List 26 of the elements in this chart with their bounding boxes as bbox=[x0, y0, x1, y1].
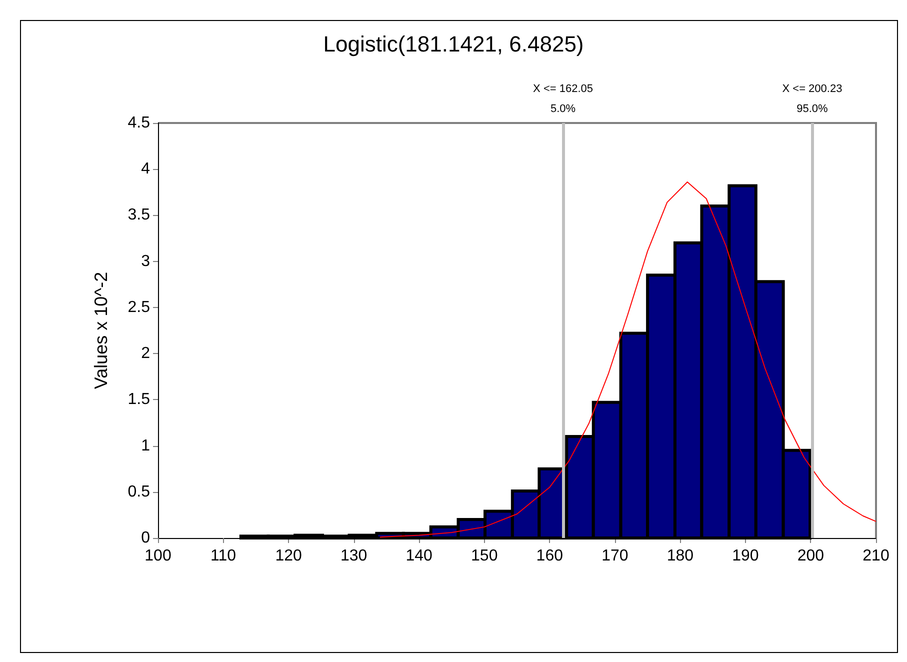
y-axis-title: Values x 10^-2 bbox=[91, 272, 111, 390]
x-tick-label: 210 bbox=[862, 548, 890, 564]
x-tick-label: 190 bbox=[732, 548, 759, 564]
y-tick-label: 1 bbox=[141, 437, 150, 454]
x-tick-label: 100 bbox=[144, 548, 172, 564]
x-tick-label: 180 bbox=[666, 548, 694, 564]
x-tick-label: 160 bbox=[536, 548, 564, 564]
x-tick-label: 120 bbox=[275, 548, 302, 564]
y-tick-label: 2 bbox=[141, 345, 150, 362]
y-tick-label: 1.5 bbox=[128, 391, 150, 408]
x-tick-label: 150 bbox=[471, 548, 498, 564]
y-tick-label: 0 bbox=[141, 530, 150, 546]
y-tick-label: 2.5 bbox=[128, 298, 150, 316]
chart-title: Logistic(181.1421, 6.4825) bbox=[323, 32, 584, 56]
x-tick-label: 130 bbox=[340, 548, 368, 564]
x-tick-label: 200 bbox=[797, 548, 824, 564]
ref-line-label: X <= 200.23 95.0% bbox=[782, 83, 842, 115]
x-tick-label: 170 bbox=[602, 548, 628, 564]
x-tick-label: 110 bbox=[210, 548, 236, 564]
y-tick-label: 4.5 bbox=[128, 114, 150, 132]
y-tick-label: 3.5 bbox=[128, 206, 150, 224]
y-tick-label: 0.5 bbox=[128, 483, 150, 500]
y-tick-label: 3 bbox=[141, 252, 150, 270]
y-tick-label: 4 bbox=[141, 160, 150, 178]
x-tick-label: 140 bbox=[406, 548, 433, 564]
ref-line-label: X <= 162.05 5.0% bbox=[533, 83, 593, 115]
